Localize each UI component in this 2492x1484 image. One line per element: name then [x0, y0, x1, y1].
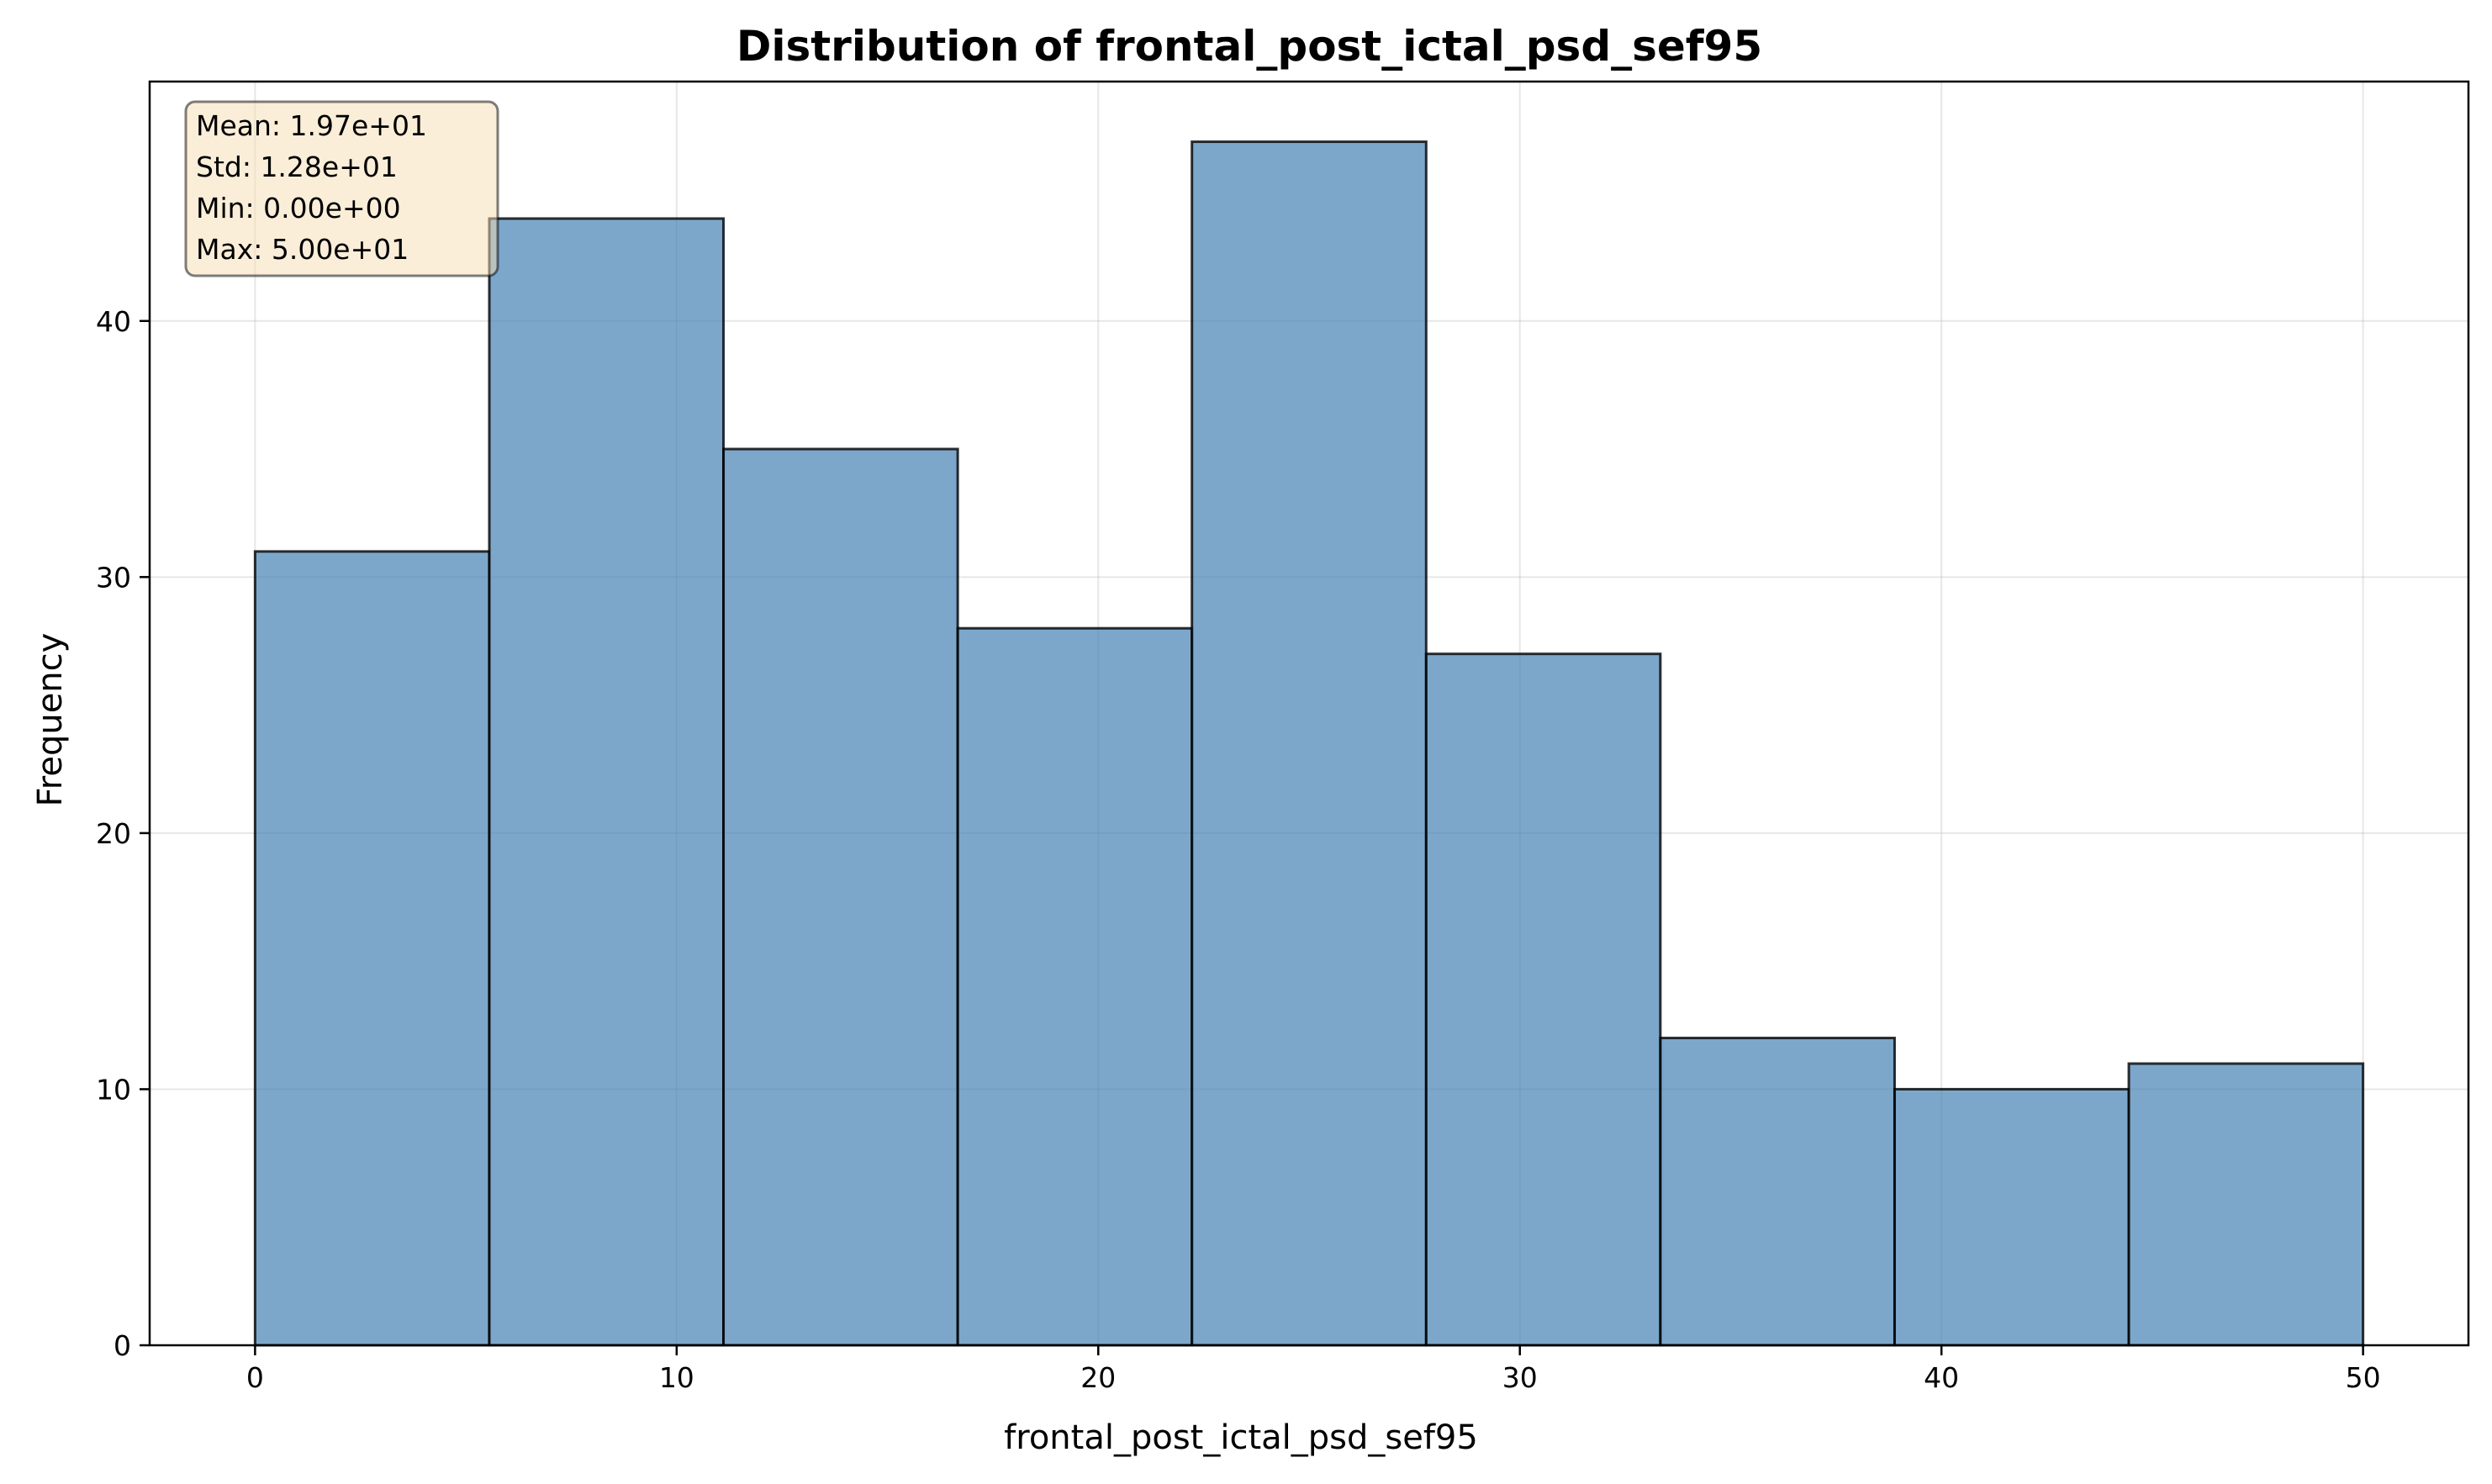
axis-ticks: 0 10 20 30 40 50 0 10 20 30 40: [96, 305, 2381, 1394]
x-axis-label: frontal_post_ictal_psd_sef95: [1004, 1418, 1478, 1457]
y-tick-label: 20: [96, 817, 131, 850]
x-tick-label: 50: [2346, 1361, 2381, 1394]
y-tick-label: 40: [96, 305, 131, 338]
y-tick-label: 30: [96, 561, 131, 594]
y-tick-label: 10: [96, 1073, 131, 1106]
x-tick-label: 10: [659, 1361, 694, 1394]
histogram-bar: [1424, 652, 1662, 1347]
y-axis-label: Frequency: [31, 633, 70, 807]
stats-box: Mean: 1.97e+01 Std: 1.28e+01 Min: 0.00e+…: [184, 100, 499, 277]
histogram-bar: [1893, 1087, 2130, 1347]
x-tick-label: 30: [1502, 1361, 1538, 1394]
plot-frame: [148, 80, 2470, 1347]
stats-min: Min: 0.00e+00: [196, 192, 401, 224]
stats-mean: Mean: 1.97e+01: [196, 109, 427, 142]
histogram-bar: [253, 550, 491, 1347]
stats-box-background: [184, 100, 499, 277]
histogram-bar: [1191, 140, 1428, 1347]
x-tick-label: 20: [1080, 1361, 1116, 1394]
x-tick-label: 40: [1924, 1361, 1959, 1394]
stats-std: Std: 1.28e+01: [196, 151, 398, 183]
histogram-bar: [1659, 1037, 1896, 1347]
histogram-bars: [253, 140, 2365, 1347]
y-tick-label: 0: [114, 1329, 131, 1362]
histogram-bar: [2127, 1062, 2365, 1347]
histogram-bar: [722, 447, 959, 1347]
x-tick-label: 0: [246, 1361, 264, 1394]
chart-title: Distribution of frontal_post_ictal_psd_s…: [737, 22, 1762, 71]
histogram-bar: [488, 217, 726, 1347]
stats-max: Max: 5.00e+01: [196, 233, 409, 266]
histogram-bar: [956, 626, 1194, 1347]
